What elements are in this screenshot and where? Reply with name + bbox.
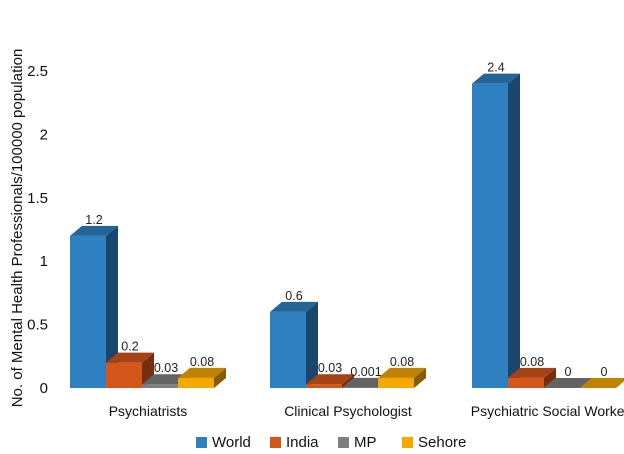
data-label: 1.2	[85, 213, 102, 227]
bar-world-0	[70, 225, 118, 388]
y-tick-label: 2.5	[27, 63, 48, 80]
y-tick-label: 1	[40, 253, 48, 270]
data-label: 0.08	[390, 355, 414, 369]
y-tick-label: 1.5	[27, 190, 48, 207]
legend-label: India	[286, 434, 319, 451]
y-tick-label: 0.5	[27, 317, 48, 334]
legend-swatch	[270, 437, 281, 448]
bar-india-1	[306, 374, 354, 388]
legend-swatch	[402, 437, 413, 448]
x-axis-categories: Psychiatrists Clinical Psychologist Psychi…	[109, 403, 624, 419]
y-axis-label: No. of Mental Health Professionals/10000…	[9, 49, 26, 408]
legend-swatch	[338, 437, 349, 448]
y-axis-title: No. of Mental Health Professionals/10000…	[9, 49, 26, 408]
y-tick-label: 2	[40, 126, 48, 143]
data-label: 2.4	[487, 61, 504, 75]
bar-sehore-2	[580, 378, 624, 388]
bar-india-0	[106, 352, 154, 388]
data-label: 0.2	[121, 340, 138, 354]
data-label: 0.6	[285, 289, 302, 303]
bar-mp-2	[544, 378, 592, 388]
legend-label: Sehore	[418, 434, 466, 451]
data-label: 0	[601, 365, 608, 379]
data-label: 0.08	[520, 355, 544, 369]
category-label: Psychiatric Social Worker	[471, 403, 624, 419]
bar-sehore-1	[378, 367, 426, 388]
bar-sehore-0	[178, 367, 226, 388]
legend-item-sehore: Sehore	[402, 434, 466, 451]
legend-swatch	[196, 437, 207, 448]
legend-item-mp: MP	[338, 434, 377, 451]
data-label: 0	[565, 365, 572, 379]
bar-world-1	[270, 301, 318, 388]
category-label: Psychiatrists	[109, 403, 188, 419]
data-label: 0.03	[318, 361, 342, 375]
data-label: 0.08	[190, 355, 214, 369]
legend-item-world: World	[196, 434, 251, 451]
bar-world-2	[472, 73, 520, 389]
legend-item-india: India	[270, 434, 319, 451]
y-tick-label: 0	[40, 380, 48, 397]
data-label: 0.001	[350, 365, 381, 379]
category-label: Clinical Psychologist	[284, 403, 412, 419]
legend-label: World	[212, 434, 251, 451]
data-labels: 1.2 0.2 0.03 0.08 0.6 0.03 0.001 0.08 2.4 0.08 0 0	[85, 61, 607, 379]
y-axis-ticks: 0 0.5 1 1.5 2 2.5	[27, 63, 48, 397]
legend-label: MP	[354, 434, 377, 451]
data-label: 0.03	[154, 361, 178, 375]
bars	[70, 73, 624, 389]
bar-india-2	[508, 367, 556, 388]
legend: World India MP Sehore	[196, 434, 466, 451]
